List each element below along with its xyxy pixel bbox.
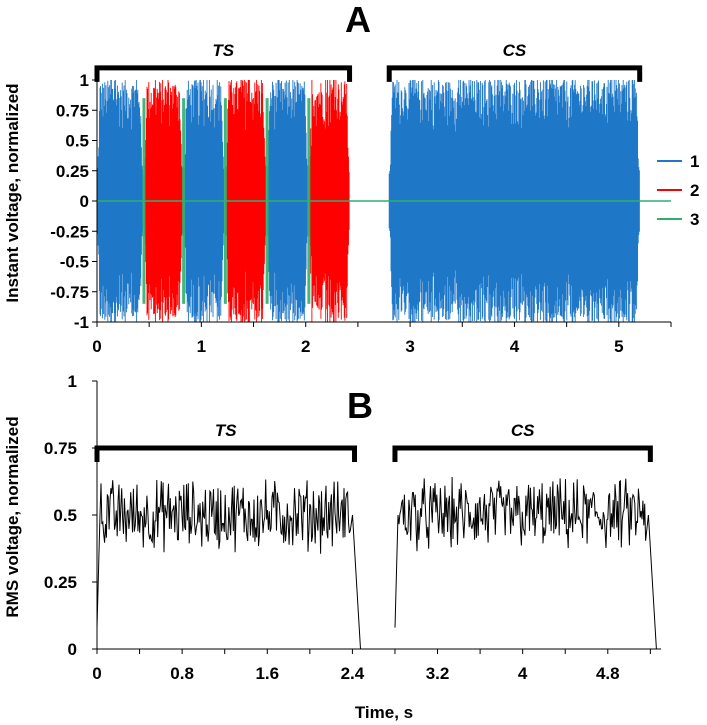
bracket-ts: TS: [97, 421, 355, 462]
y-tick-label: 0: [68, 640, 77, 659]
y-tick-label: 0.5: [53, 506, 77, 525]
x-tick-label: 0: [92, 664, 101, 683]
x-tick-label: 3: [405, 337, 414, 356]
panel-a-signal: [97, 80, 671, 322]
panel-b-chart: B 1 0.75 0.5 0.25 00 0.8 1.6 2.4 3.2 4 4.8 TS CS RM…: [3, 372, 661, 722]
x-tick-label: 0.8: [170, 664, 194, 683]
bracket-cs: CS: [395, 421, 650, 462]
y-tick-label: 1: [68, 372, 77, 391]
panel-a-legend: 1 2 3: [657, 152, 699, 229]
x-tick-label: 1.6: [255, 664, 279, 683]
bracket-label: TS: [212, 41, 234, 60]
y-tick-label: -0.75: [50, 283, 89, 302]
legend-entry-2: 2: [657, 181, 699, 200]
legend-entry-3: 3: [657, 210, 699, 229]
x-tick-label: 4: [518, 664, 528, 683]
y-tick-label: 0.25: [56, 162, 89, 181]
y-tick-label: 0.25: [44, 573, 77, 592]
bracket-cs: CS: [389, 41, 639, 82]
bracket-ts: TS: [97, 41, 350, 82]
x-tick-label: 3.2: [426, 664, 450, 683]
y-tick-label: 0.75: [56, 101, 89, 120]
bracket-label: CS: [511, 421, 535, 440]
y-tick-label: -0.25: [50, 222, 89, 241]
y-tick-label: 1: [80, 71, 89, 90]
panel-b-y-axis-label: RMS voltage, normalized: [3, 416, 22, 617]
panel-a-label: A: [345, 0, 371, 40]
y-tick-label: 0: [80, 192, 89, 211]
rms-segment: [395, 477, 656, 649]
panel-b-x-axis-label: Time, s: [355, 703, 413, 722]
panel-a-brackets: TS CS: [97, 41, 640, 82]
x-tick-label: 0: [92, 337, 101, 356]
y-tick-label: 0.75: [44, 439, 77, 458]
panel-b-label: B: [347, 385, 373, 426]
legend-label: 2: [690, 181, 699, 200]
x-tick-label: 1: [197, 337, 206, 356]
panel-a-chart: A 10.750.50.250-0.25-0.5-0.75-10 1 2 3 4 5 TS…: [3, 0, 699, 356]
legend-label: 1: [690, 152, 699, 171]
y-tick-label: 0.5: [65, 132, 89, 151]
panel-a-y-axis-label: Instant voltage, normalized: [3, 83, 22, 302]
rms-segment: [97, 480, 361, 650]
x-tick-label: 4.8: [596, 664, 620, 683]
y-tick-label: -1: [74, 313, 89, 332]
bracket-label: CS: [503, 41, 527, 60]
bracket-label: TS: [215, 421, 237, 440]
legend-label: 3: [690, 210, 699, 229]
legend-entry-1: 1: [657, 152, 699, 171]
x-tick-label: 5: [614, 337, 623, 356]
x-tick-label: 2.4: [341, 664, 365, 683]
panel-b-brackets: TS CS: [97, 421, 650, 462]
y-tick-label: -0.5: [60, 253, 89, 272]
x-tick-label: 2: [301, 337, 310, 356]
panel-b-rms-line: [97, 477, 656, 649]
x-tick-label: 4: [510, 337, 520, 356]
